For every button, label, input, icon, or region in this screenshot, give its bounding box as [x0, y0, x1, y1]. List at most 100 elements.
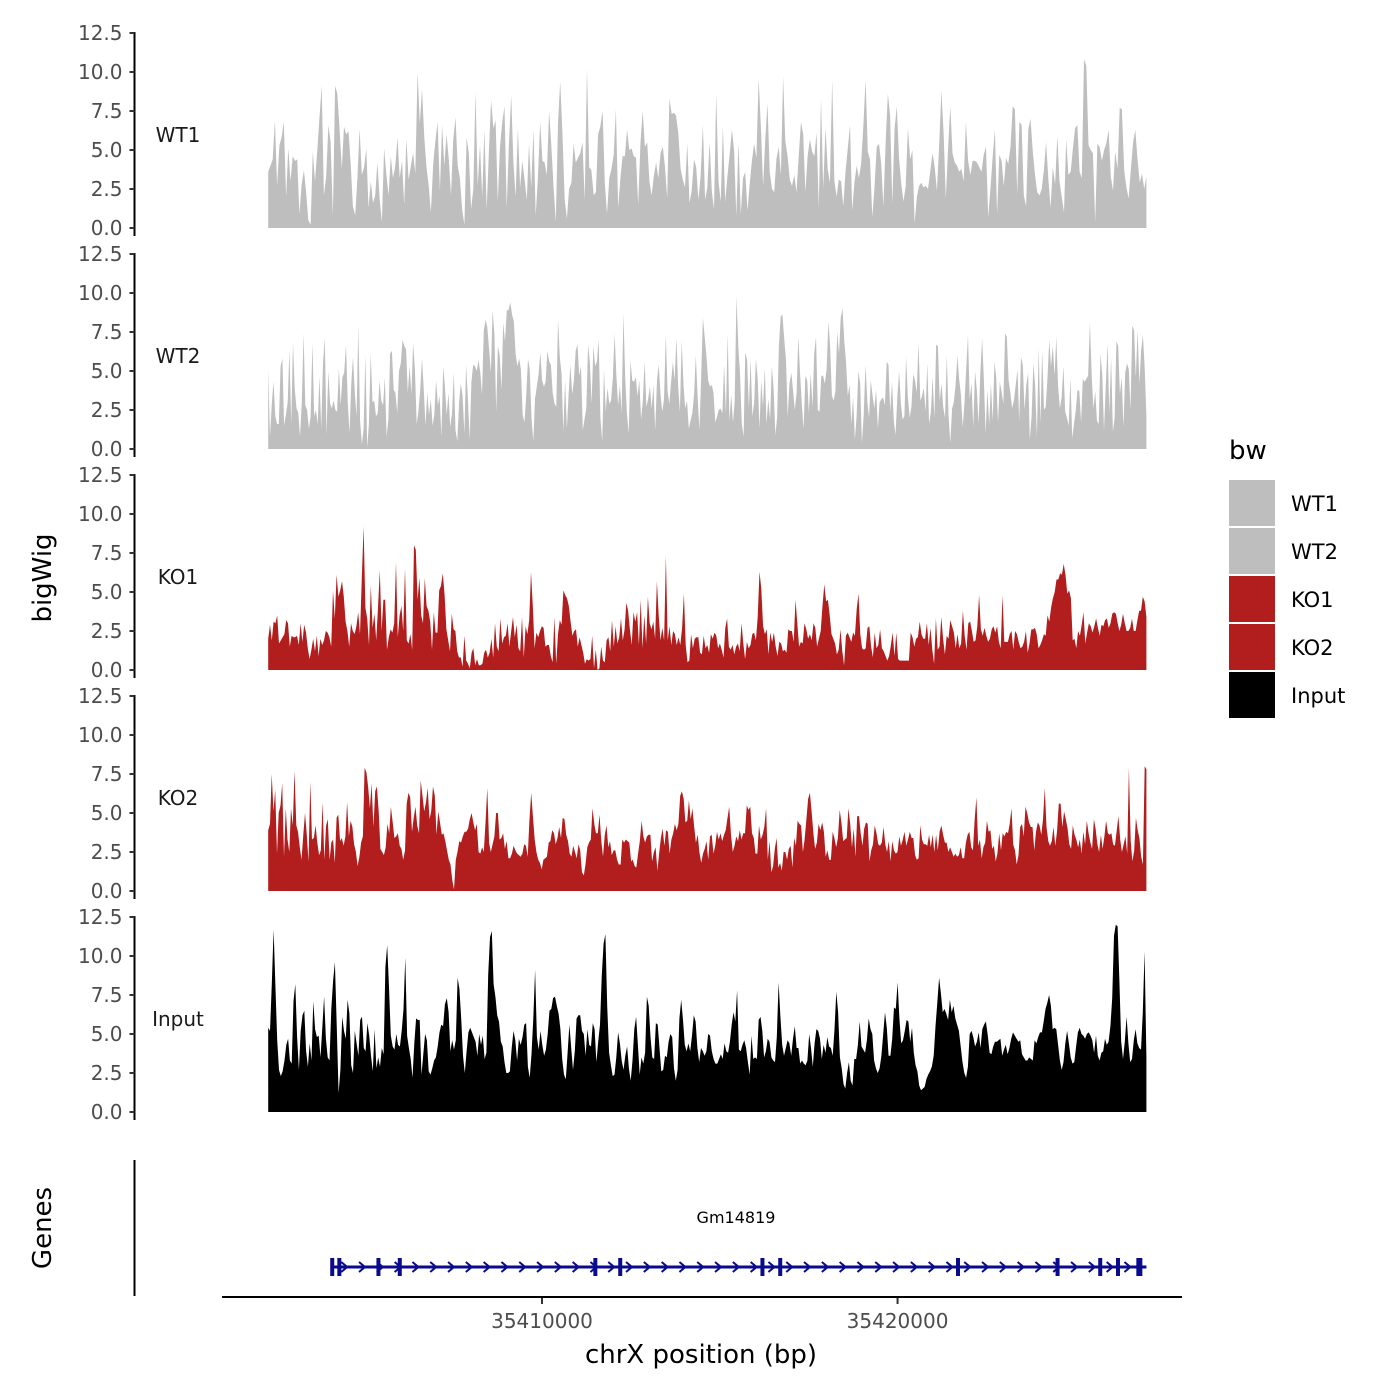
strand-arrow	[429, 1261, 438, 1273]
y-tick-label: 5.0	[91, 801, 123, 825]
strand-arrow	[358, 1261, 367, 1273]
exon	[1136, 1258, 1143, 1276]
legend-label-wt1: WT1	[1291, 492, 1338, 516]
strand-arrow	[1088, 1261, 1097, 1273]
legend-key-wt2	[1229, 528, 1275, 574]
y-tick-label: 2.5	[91, 840, 123, 864]
y-tick-label: 5.0	[91, 359, 123, 383]
y-tick-label: 12.5	[78, 242, 123, 266]
y-tick-label: 7.5	[91, 762, 123, 786]
strand-arrow	[607, 1261, 616, 1273]
exon	[330, 1258, 335, 1276]
exon	[397, 1258, 402, 1276]
exon	[1116, 1258, 1120, 1276]
x-ticks: 35410000 35420000	[491, 1298, 948, 1333]
signal-area-ko1	[268, 526, 1147, 670]
y-tick-label: 10.0	[78, 944, 123, 968]
legend: bw WT1 WT2 KO1 KO2 Input	[1229, 436, 1345, 718]
x-axis-title: chrX position (bp)	[585, 1340, 817, 1370]
exon	[376, 1258, 381, 1276]
strand-arrow	[1105, 1261, 1115, 1273]
exon	[956, 1258, 960, 1276]
exon	[337, 1258, 342, 1276]
gene-model	[330, 1258, 1147, 1276]
strand-arrow	[536, 1261, 545, 1273]
strand-arrow	[927, 1261, 937, 1273]
panel-ko2: 0.0 2.5 5.0 7.5 10.0 12.5 KO2	[78, 684, 1147, 903]
strand-arrow	[554, 1261, 563, 1273]
y-tick-label: 2.5	[91, 177, 123, 201]
signal-area-wt2	[268, 296, 1147, 449]
signal-area-ko2	[268, 766, 1147, 891]
y-tick-label: 5.0	[91, 138, 123, 162]
strand-arrow	[1123, 1261, 1132, 1273]
legend-key-ko1	[1229, 576, 1275, 622]
y-tick-label: 0.0	[91, 658, 123, 682]
track-label-ko1: KO1	[158, 565, 199, 589]
genes-track-title: Genes	[28, 1187, 58, 1269]
y-tick-label: 10.0	[78, 60, 123, 84]
strand-arrow	[465, 1261, 474, 1273]
y-tick-label: 2.5	[91, 398, 123, 422]
signal-area-wt1	[268, 59, 1147, 228]
strand-arrow	[447, 1261, 456, 1273]
strand-arrow	[482, 1261, 492, 1273]
y-tick-label: 7.5	[91, 541, 123, 565]
y-tick-label: 10.0	[78, 723, 123, 747]
y-tick-label: 12.5	[78, 905, 123, 929]
track-label-ko2: KO2	[158, 786, 199, 810]
strand-arrow	[999, 1261, 1008, 1273]
x-tick-label: 35410000	[491, 1309, 593, 1333]
y-axis-title: bigWig	[28, 533, 58, 622]
strand-arrow	[981, 1261, 990, 1273]
strand-arrow	[856, 1261, 865, 1273]
y-tick-label: 0.0	[91, 1100, 123, 1124]
legend-label-wt2: WT2	[1291, 540, 1338, 564]
y-tick-label: 10.0	[78, 281, 123, 305]
exon	[1098, 1258, 1103, 1276]
strand-arrow	[732, 1261, 741, 1273]
legend-keys: WT1 WT2 KO1 KO2 Input	[1229, 480, 1345, 718]
x-axis: 35410000 35420000 chrX position (bp)	[222, 1296, 1182, 1370]
exon	[778, 1258, 783, 1276]
y-tick-label: 12.5	[78, 21, 123, 45]
strand-arrow	[945, 1261, 954, 1273]
legend-label-ko1: KO1	[1291, 588, 1334, 612]
legend-key-wt1	[1229, 480, 1275, 526]
y-tick-label: 7.5	[91, 983, 123, 1007]
y-tick-label: 2.5	[91, 619, 123, 643]
panel-ko1: 0.0 2.5 5.0 7.5 10.0 12.5 KO1	[78, 463, 1147, 682]
exon	[760, 1258, 765, 1276]
y-tick-label: 12.5	[78, 684, 123, 708]
track-label-wt1: WT1	[156, 123, 201, 147]
strand-arrow	[571, 1261, 581, 1273]
y-tick-label: 7.5	[91, 320, 123, 344]
y-tick-label: 0.0	[91, 216, 123, 240]
strand-arrow	[785, 1261, 794, 1273]
strand-arrow	[660, 1261, 670, 1273]
track-label-input: Input	[152, 1007, 204, 1031]
y-tick-label: 0.0	[91, 437, 123, 461]
legend-key-ko2	[1229, 624, 1275, 670]
track-panels: 0.0 2.5 5.0 7.5 10.0 12.5 WT1 0.0 2.5 5.0 7.5 10.0 1…	[78, 21, 1147, 1124]
y-tick-label: 10.0	[78, 502, 123, 526]
strand-arrow	[696, 1261, 705, 1273]
gene-name-label: Gm14819	[697, 1208, 776, 1227]
signal-area-input	[268, 924, 1147, 1112]
strand-arrow	[767, 1261, 776, 1273]
strand-arrow	[1016, 1261, 1026, 1273]
panel-input: 0.0 2.5 5.0 7.5 10.0 12.5 Input	[78, 905, 1147, 1124]
strand-arrow	[643, 1261, 652, 1273]
genes-panel: Genes Gm14819	[28, 1160, 1147, 1296]
y-tick-label: 2.5	[91, 1061, 123, 1085]
exon	[618, 1258, 623, 1276]
y-tick-label: 12.5	[78, 463, 123, 487]
strand-arrow	[892, 1261, 901, 1273]
legend-label-input: Input	[1291, 684, 1345, 708]
strand-arrow	[803, 1261, 812, 1273]
panel-wt2: 0.0 2.5 5.0 7.5 10.0 12.5 WT2	[78, 242, 1147, 461]
exon	[1055, 1258, 1060, 1276]
legend-key-input	[1229, 672, 1275, 718]
strand-arrow	[678, 1261, 687, 1273]
